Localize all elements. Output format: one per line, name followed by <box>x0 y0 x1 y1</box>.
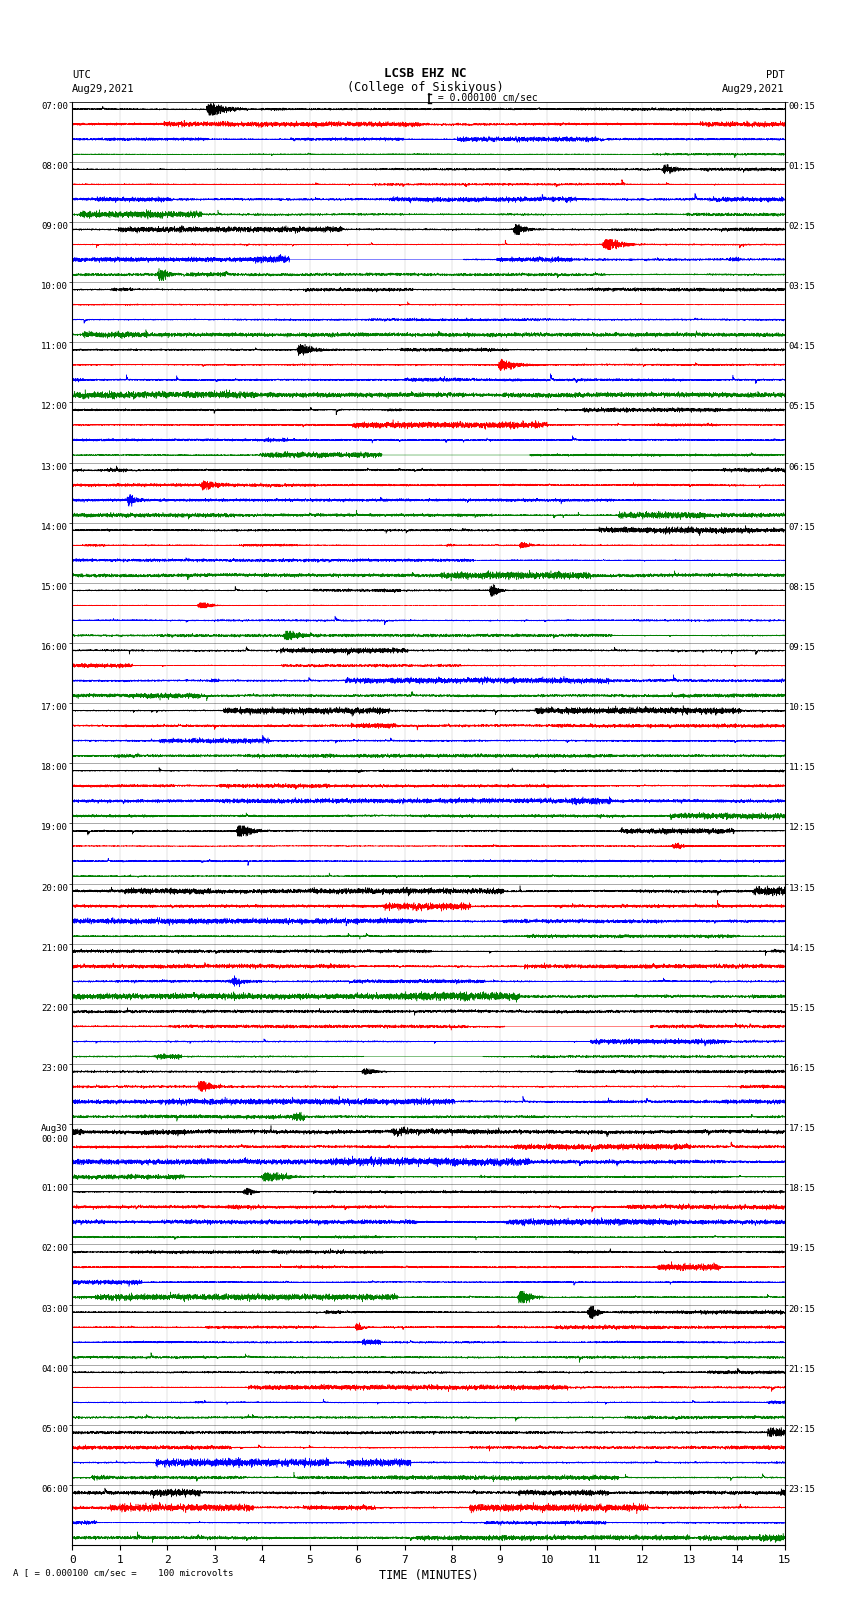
Text: Aug29,2021: Aug29,2021 <box>722 84 785 94</box>
Text: PDT: PDT <box>766 69 785 79</box>
Text: LCSB EHZ NC: LCSB EHZ NC <box>383 66 467 79</box>
Text: Aug29,2021: Aug29,2021 <box>72 84 135 94</box>
Text: UTC: UTC <box>72 69 91 79</box>
X-axis label: TIME (MINUTES): TIME (MINUTES) <box>378 1569 479 1582</box>
Text: (College of Siskiyous): (College of Siskiyous) <box>347 81 503 94</box>
Text: = 0.000100 cm/sec: = 0.000100 cm/sec <box>432 94 537 103</box>
Text: A [ = 0.000100 cm/sec =    100 microvolts: A [ = 0.000100 cm/sec = 100 microvolts <box>13 1568 233 1578</box>
